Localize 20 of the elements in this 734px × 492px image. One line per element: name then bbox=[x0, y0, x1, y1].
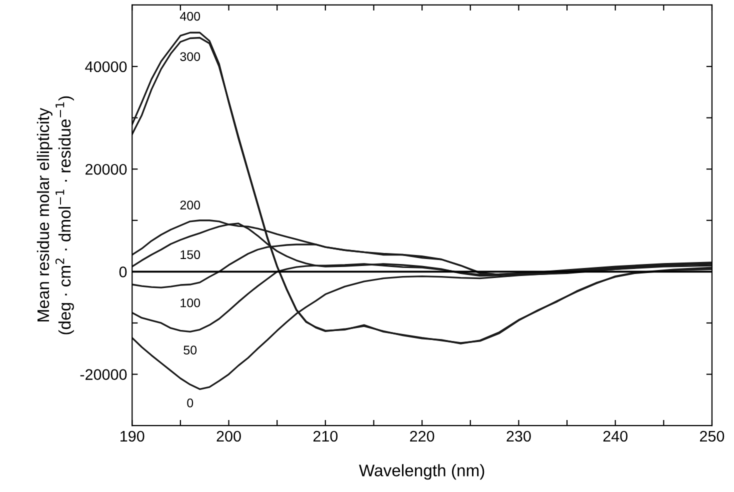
series-label: 50 bbox=[184, 346, 197, 354]
x-tick-label: 210 bbox=[313, 430, 338, 442]
x-tick-label: 250 bbox=[700, 430, 724, 442]
series-label: 150 bbox=[180, 250, 200, 260]
series-label: 300 bbox=[180, 52, 200, 62]
y-tick-label: -20000 bbox=[80, 369, 127, 380]
y-tick-label: 0 bbox=[119, 266, 127, 278]
x-tick-label: 190 bbox=[120, 430, 144, 442]
y-tick-label: 40000 bbox=[85, 61, 127, 72]
x-tick-label: 230 bbox=[506, 430, 531, 442]
x-tick-label: 220 bbox=[410, 430, 434, 442]
x-tick-label: 240 bbox=[603, 430, 628, 442]
series-label: 0 bbox=[187, 398, 194, 408]
series-label: 100 bbox=[180, 298, 200, 308]
x-tick-label: 200 bbox=[216, 430, 241, 442]
series-label: 200 bbox=[180, 200, 200, 210]
y-axis-title: Mean residue molar ellipticity (deg · cm$^{2}$ · dmol$^{−1}$ · residue$^{−1}$) bbox=[36, 96, 74, 334]
y-tick-label: 20000 bbox=[86, 164, 127, 175]
x-axis-title: Wavelength (nm) bbox=[358, 464, 484, 480]
series-label: 400 bbox=[180, 12, 200, 21]
